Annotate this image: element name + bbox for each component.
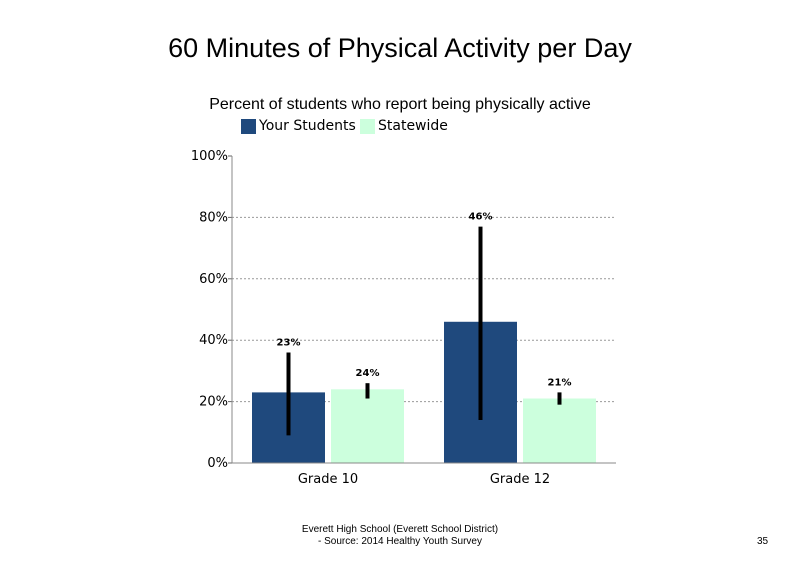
legend-swatch-your-students xyxy=(241,119,256,134)
page-number: 35 xyxy=(757,536,769,547)
bar xyxy=(331,389,404,463)
x-tick-label: Grade 10 xyxy=(298,472,358,487)
legend-swatch-statewide xyxy=(360,119,375,134)
data-label: 21% xyxy=(548,377,572,388)
y-tick-label: 80% xyxy=(199,210,228,225)
data-label: 46% xyxy=(469,212,493,223)
data-label: 23% xyxy=(277,337,301,348)
x-tick-label: Grade 12 xyxy=(490,472,550,487)
y-tick-label: 100% xyxy=(191,149,228,164)
chart-title: 60 Minutes of Physical Activity per Day xyxy=(168,33,632,63)
legend-label-statewide: Statewide xyxy=(378,118,448,134)
y-tick-label: 40% xyxy=(199,333,228,348)
legend-label-your-students: Your Students xyxy=(259,118,356,134)
footer-school: Everett High School (Everett School Dist… xyxy=(301,524,499,535)
y-tick-label: 60% xyxy=(199,272,228,287)
footer-source: - Source: 2014 Healthy Youth Survey xyxy=(318,536,482,547)
bar xyxy=(523,398,596,463)
footer: Everett High School (Everett School Dist… xyxy=(250,524,550,548)
y-tick-label: 0% xyxy=(207,456,228,471)
data-label: 24% xyxy=(356,368,380,379)
y-tick-label: 20% xyxy=(199,395,228,410)
chart-subtitle: Percent of students who report being phy… xyxy=(209,96,591,113)
